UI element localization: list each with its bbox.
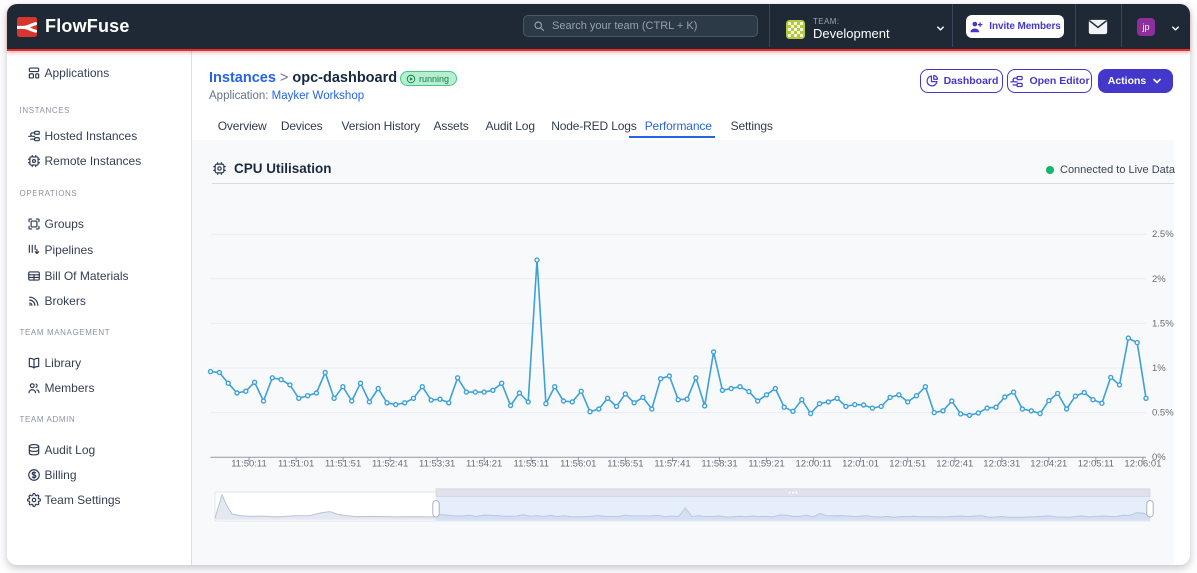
svg-text:0.5%: 0.5% [1152, 408, 1174, 419]
svg-text:12:03:31: 12:03:31 [983, 459, 1020, 470]
svg-text:12:06:01: 12:06:01 [1124, 459, 1161, 470]
svg-text:11:50:11: 11:50:11 [231, 459, 267, 470]
svg-text:11:51:51: 11:51:51 [325, 459, 361, 470]
svg-text:11:54:21: 11:54:21 [466, 459, 502, 470]
svg-text:1%: 1% [1152, 363, 1166, 374]
svg-text:11:59:21: 11:59:21 [748, 459, 784, 470]
svg-text:11:53:31: 11:53:31 [419, 459, 455, 470]
svg-text:12:05:11: 12:05:11 [1078, 459, 1114, 470]
svg-text:11:51:01: 11:51:01 [278, 459, 314, 470]
svg-text:11:52:41: 11:52:41 [372, 459, 408, 470]
svg-text:12:01:51: 12:01:51 [889, 459, 926, 470]
svg-text:11:55:11: 11:55:11 [514, 459, 550, 470]
svg-text:12:04:21: 12:04:21 [1030, 459, 1067, 470]
svg-text:2%: 2% [1152, 274, 1166, 285]
svg-text:11:56:51: 11:56:51 [607, 459, 643, 470]
svg-text:11:56:01: 11:56:01 [560, 459, 596, 470]
svg-text:12:00:11: 12:00:11 [795, 459, 831, 470]
svg-text:11:57:41: 11:57:41 [654, 459, 690, 470]
svg-text:0%: 0% [1152, 452, 1166, 463]
svg-text:2.5%: 2.5% [1152, 229, 1174, 240]
svg-text:11:58:31: 11:58:31 [701, 459, 737, 470]
svg-text:1.5%: 1.5% [1152, 318, 1174, 329]
svg-text:12:02:41: 12:02:41 [936, 459, 973, 470]
svg-text:12:01:01: 12:01:01 [842, 459, 879, 470]
